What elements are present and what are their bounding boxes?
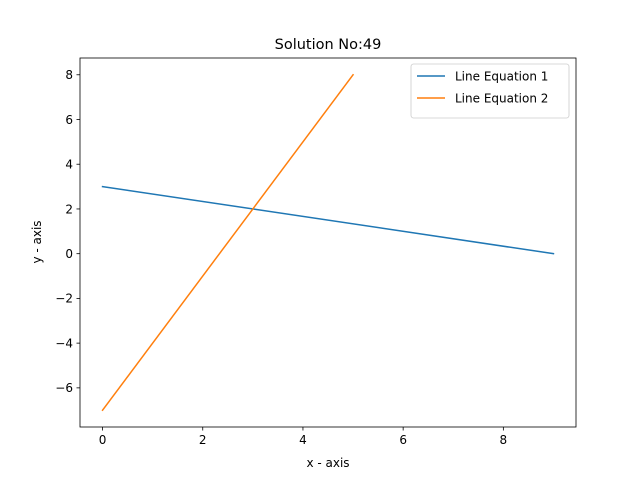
y-tick-label: −2 (55, 292, 73, 306)
y-tick-label: 4 (65, 158, 73, 172)
plot-frame (79, 57, 577, 428)
legend-label-2: Line Equation 2 (455, 91, 548, 105)
y-tick-label: −6 (55, 381, 73, 395)
x-tick-label: 2 (199, 433, 207, 447)
x-axis-label: x - axis (306, 456, 349, 470)
x-tick-label: 8 (500, 433, 508, 447)
y-tick-label: 8 (65, 68, 73, 82)
legend-label-1: Line Equation 1 (455, 69, 548, 83)
y-tick-label: −4 (55, 336, 73, 350)
series-line-1 (101, 185, 555, 255)
x-tick-label: 4 (299, 433, 307, 447)
x-tick-label: 0 (99, 433, 107, 447)
y-tick-label: 2 (65, 202, 73, 216)
legend-box (410, 63, 570, 119)
y-tick-label: 6 (65, 113, 73, 127)
y-axis-label: y - axis (30, 220, 44, 263)
series-layer (101, 73, 555, 412)
y-axis-ticks: −6 −4 −2 0 2 4 6 8 (55, 68, 80, 395)
chart-title: Solution No:49 (275, 37, 382, 53)
legend: Line Equation 1 Line Equation 2 (410, 63, 570, 119)
x-axis-ticks: 0 2 4 6 8 (99, 427, 507, 447)
series-line-2 (101, 73, 355, 412)
x-tick-label: 6 (399, 433, 407, 447)
y-tick-label: 0 (65, 247, 73, 261)
